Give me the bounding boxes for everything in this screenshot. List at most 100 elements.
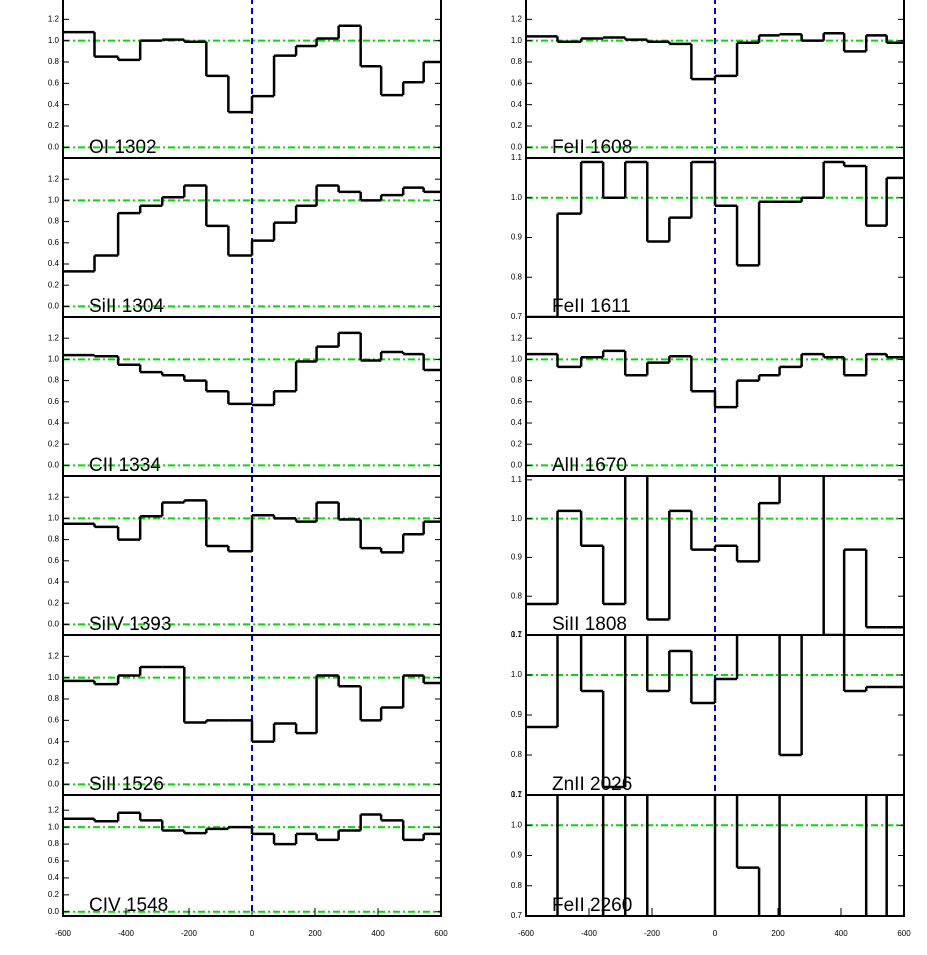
x-tick-label: -200: [181, 929, 198, 938]
x-tick-label: 600: [434, 929, 448, 938]
x-tick-label: 400: [371, 929, 385, 938]
y-tick-label: 0.8: [511, 881, 523, 890]
panel: 0.7 0.8 0.9 1.0 1.1 -600 -400 -200 0 200 400 600 FeI…: [511, 790, 911, 938]
y-tick-label: 1.1: [511, 630, 523, 639]
panel-label: FeII 1608: [552, 137, 632, 158]
y-tick-label: 0.4: [48, 577, 60, 586]
panel: 0.0 0.2 0.4 0.6 0.8 1.0 1.2 SiII 1304: [48, 157, 442, 318]
x-tick-label: 400: [834, 929, 848, 938]
y-tick-label: 0.8: [511, 376, 523, 385]
y-tick-label: 0.9: [511, 553, 523, 562]
y-tick-label: 0.9: [511, 233, 523, 242]
plot-area: [526, 635, 904, 795]
panel: 0.0 0.2 0.4 0.6 0.8 1.0 1.2 CII 1334: [48, 316, 442, 477]
y-tick-label: 0.9: [511, 710, 523, 719]
y-tick-label: 0.6: [48, 856, 60, 865]
y-tick-label: 0.4: [48, 259, 60, 268]
y-tick-label: 0.0: [48, 302, 60, 311]
y-tick-label: 1.0: [48, 355, 60, 364]
y-tick-label: 0.6: [511, 78, 523, 87]
y-tick-label: 0.0: [48, 620, 60, 629]
panel: 0.0 0.2 0.4 0.6 0.8 1.0 1.2 SiII 1526: [48, 634, 442, 796]
panel: 0.0 0.2 0.4 0.6 0.8 1.0 1.2 -600 -400 -200 0 200 400…: [48, 794, 448, 938]
panel: 0.7 0.8 0.9 1.0 1.1 ZnII 2026: [511, 630, 905, 799]
panel-label: CII 1334: [89, 455, 161, 476]
x-tick-label: -600: [55, 929, 72, 938]
y-tick-label: 1.2: [511, 14, 523, 23]
y-tick-label: 1.0: [511, 514, 523, 523]
y-tick-label: 0.7: [511, 312, 523, 321]
y-tick-label: 0.2: [48, 121, 60, 130]
y-tick-label: 0.6: [48, 78, 60, 87]
x-tick-label: -200: [644, 929, 661, 938]
x-tick-label: 0: [250, 929, 255, 938]
y-tick-label: 0.8: [48, 839, 60, 848]
plot-area: [526, 0, 904, 158]
y-tick-label: 1.0: [511, 820, 523, 829]
plot-area: [63, 476, 441, 635]
plot-area: [63, 158, 441, 317]
y-tick-label: 1.0: [48, 36, 60, 45]
y-tick-label: 1.1: [511, 475, 523, 484]
y-tick-label: 0.4: [48, 418, 60, 427]
y-tick-label: 0.7: [511, 790, 523, 799]
y-tick-label: 0.6: [48, 715, 60, 724]
panel-label: SiII 1808: [552, 614, 627, 635]
y-tick-label: 0.0: [511, 461, 523, 470]
y-tick-label: 0.0: [48, 142, 60, 151]
y-tick-label: 1.0: [48, 822, 60, 831]
y-tick-label: 0.8: [48, 535, 60, 544]
panel-label: SiIV 1393: [89, 614, 171, 635]
y-tick-label: 0.8: [48, 57, 60, 66]
panel-label: FeII 2260: [552, 895, 632, 916]
y-tick-label: 1.1: [511, 790, 523, 799]
panel: 0.7 0.8 0.9 1.0 1.1 SiII 1808: [511, 475, 905, 639]
y-tick-label: 0.2: [48, 758, 60, 767]
plot-area: [63, 317, 441, 476]
y-tick-label: 0.8: [511, 750, 523, 759]
x-tick-label: 0: [713, 929, 718, 938]
y-tick-label: 0.2: [511, 121, 523, 130]
panel-label: ZnII 2026: [552, 774, 632, 795]
y-tick-label: 1.0: [511, 36, 523, 45]
x-tick-label: 200: [771, 929, 785, 938]
y-tick-label: 0.7: [511, 911, 523, 920]
y-tick-label: 0.0: [48, 779, 60, 788]
panel-label: FeII 1611: [552, 296, 631, 317]
y-tick-label: 1.2: [48, 492, 60, 501]
y-tick-label: 0.0: [511, 142, 523, 151]
y-tick-label: 0.4: [511, 100, 523, 109]
x-tick-label: 600: [897, 929, 911, 938]
y-tick-label: 0.8: [511, 591, 523, 600]
panel-label: CIV 1548: [89, 895, 168, 916]
plot-area: [526, 317, 904, 476]
x-tick-label: -400: [118, 929, 135, 938]
y-tick-label: 1.0: [48, 196, 60, 205]
y-tick-label: 0.0: [48, 907, 60, 916]
x-tick-label: 200: [308, 929, 322, 938]
y-tick-label: 1.2: [511, 333, 523, 342]
y-tick-label: 1.0: [511, 670, 523, 679]
y-tick-label: 1.0: [511, 193, 523, 202]
y-tick-label: 0.8: [48, 217, 60, 226]
y-tick-label: 0.6: [511, 397, 523, 406]
y-tick-label: 1.2: [48, 174, 60, 183]
y-tick-label: 1.0: [48, 673, 60, 682]
y-tick-label: 1.1: [511, 153, 523, 162]
y-tick-label: 0.2: [48, 280, 60, 289]
panel-label: SiII 1304: [89, 296, 164, 317]
y-tick-label: 0.4: [48, 737, 60, 746]
panel: 0.0 0.2 0.4 0.6 0.8 1.0 1.2 OI 1302: [48, 0, 442, 159]
plot-area: [63, 0, 441, 158]
y-tick-label: 0.6: [48, 397, 60, 406]
y-tick-label: 0.6: [48, 556, 60, 565]
y-tick-label: 0.0: [48, 461, 60, 470]
plot-area: [63, 795, 441, 916]
y-tick-label: 1.2: [48, 651, 60, 660]
y-tick-label: 0.8: [511, 272, 523, 281]
y-tick-label: 0.8: [48, 694, 60, 703]
y-tick-label: 0.2: [48, 598, 60, 607]
panel-label: SiII 1526: [89, 774, 164, 795]
y-tick-label: 0.4: [511, 418, 523, 427]
